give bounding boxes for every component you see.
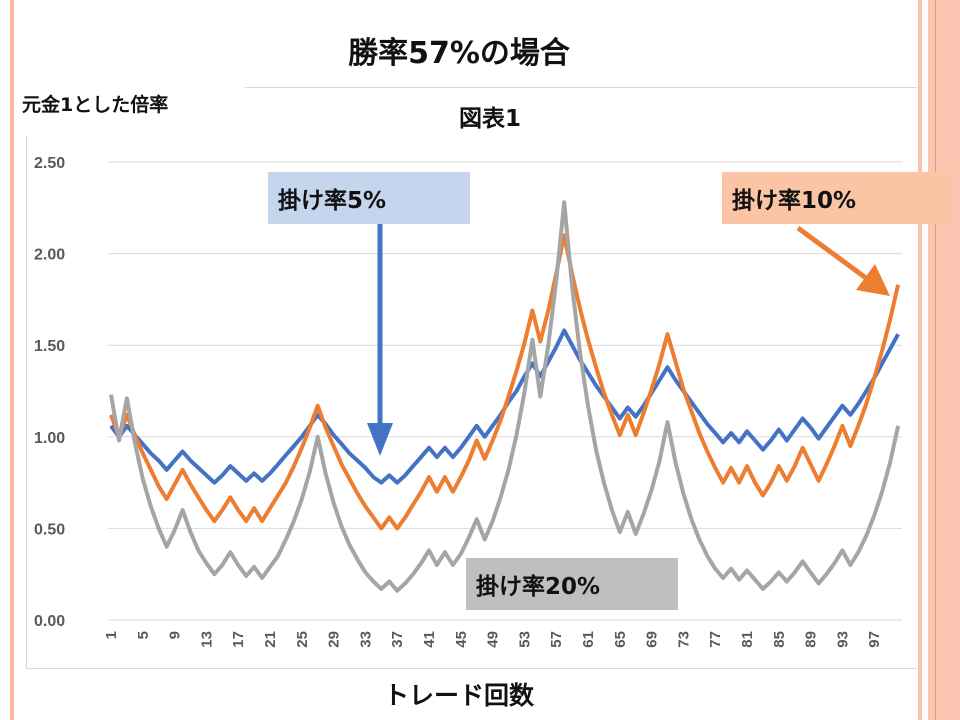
- series-line-rate20: [109, 200, 901, 593]
- x-tick-label: 97: [866, 631, 883, 648]
- slide-left-border: [10, 0, 14, 720]
- arrow-shaft: [796, 225, 868, 281]
- x-tick-label: 37: [389, 631, 406, 648]
- x-tick-label: 1: [103, 631, 120, 639]
- x-tick-label: 69: [644, 631, 661, 648]
- x-tick-label: 57: [548, 631, 565, 648]
- chart-title: 図表1: [458, 106, 521, 132]
- x-tick-label: 9: [167, 631, 184, 639]
- x-tick-label: 41: [421, 631, 438, 648]
- x-tick-label: 25: [294, 631, 311, 648]
- y-axis-title: 元金1とした倍率: [22, 94, 169, 116]
- series-lines: [109, 200, 901, 593]
- y-tick-label: 2.00: [34, 247, 65, 264]
- arrow-rate5: [367, 224, 393, 456]
- arrow-rate10: [796, 225, 890, 296]
- slide-right-decoration: [918, 0, 960, 720]
- y-tick-labels: 0.00 0.50 1.00 1.50 2.00 2.50: [34, 155, 65, 630]
- y-tick-label: 0.50: [34, 521, 65, 538]
- annotation-rate20: 掛け率20%: [466, 558, 678, 610]
- x-tick-label: 73: [675, 631, 692, 648]
- x-tick-label: 45: [453, 631, 470, 648]
- y-tick-label: 0.00: [34, 613, 65, 630]
- x-tick-label: 65: [612, 631, 629, 648]
- series-line-rate10: [109, 233, 901, 531]
- x-tick-labels: 1 5 9 13 17 21 25 29 33 37 41 45 49 53 57 61 65 69 73 77 81 8…: [103, 631, 883, 648]
- annotation-rate5: 掛け率5%: [268, 172, 470, 224]
- y-tick-label: 1.00: [34, 430, 65, 447]
- x-tick-label: 21: [262, 631, 279, 648]
- x-tick-label: 61: [580, 631, 597, 648]
- arrow-head-icon: [367, 423, 393, 456]
- deco-line: [935, 0, 936, 720]
- y-tick-label: 2.50: [34, 155, 65, 172]
- gridlines: [108, 161, 902, 621]
- x-tick-label: 29: [326, 631, 343, 648]
- x-tick-label: 53: [516, 631, 533, 648]
- chart-area: [26, 136, 917, 669]
- x-tick-label: 89: [803, 631, 820, 648]
- x-tick-label: 81: [739, 631, 756, 648]
- x-tick-label: 49: [485, 631, 502, 648]
- title-divider: [245, 87, 917, 88]
- y-tick-label: 1.50: [34, 338, 65, 355]
- arrow-head-icon: [856, 264, 890, 296]
- x-tick-label: 17: [230, 631, 247, 648]
- x-tick-label: 33: [357, 631, 374, 648]
- deco-band: [928, 0, 960, 720]
- x-tick-label: 13: [198, 631, 215, 648]
- x-tick-label: 77: [707, 631, 724, 648]
- deco-stripe: [918, 0, 922, 720]
- annotation-rate10: 掛け率10%: [722, 172, 952, 224]
- x-tick-label: 85: [771, 631, 788, 648]
- slide-title: 勝率57%の場合: [348, 36, 570, 71]
- x-tick-label: 93: [834, 631, 851, 648]
- x-axis-title: トレード回数: [383, 681, 534, 710]
- x-tick-label: 5: [135, 631, 152, 639]
